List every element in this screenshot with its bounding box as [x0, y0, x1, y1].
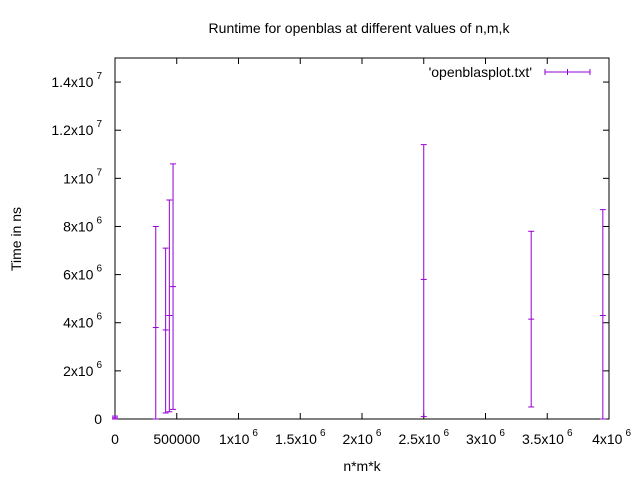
x-tick-label-base: 2x10	[343, 431, 374, 447]
y-tick-label-base: 4x10	[63, 315, 94, 331]
y-tick-label: 8x10 6	[63, 215, 102, 234]
y-tick-label-exponent: 7	[96, 167, 102, 178]
x-tick-label-base: 500000	[153, 431, 200, 447]
x-tick-label-base: 1x10	[219, 431, 250, 447]
x-tick-label: 1x10 6	[219, 428, 258, 447]
x-tick-label: 4x10 6	[592, 428, 631, 447]
y-tick-label-exponent: 6	[96, 360, 102, 371]
x-tick-label-base: 3x10	[466, 431, 497, 447]
y-tick-label-exponent: 6	[96, 264, 102, 275]
x-tick-label-base: 4x10	[592, 431, 623, 447]
y-tick-label-exponent: 7	[96, 119, 102, 130]
y-tick-label: 4x10 6	[63, 312, 102, 331]
y-tick-label-exponent: 6	[96, 215, 102, 226]
data-point	[162, 247, 169, 414]
y-tick-label-exponent: 7	[96, 71, 102, 82]
data-point	[166, 199, 173, 413]
legend-label: 'openblasplot.txt'	[429, 64, 532, 80]
x-tick-label-exponent: 6	[376, 428, 382, 439]
data-point	[170, 163, 177, 410]
y-tick-label-exponent: 6	[96, 312, 102, 323]
x-tick-label-exponent: 6	[567, 428, 573, 439]
y-tick-label-base: 1x10	[63, 170, 94, 186]
y-tick-label: 2x10 6	[63, 360, 102, 379]
x-tick-label: 1.5x10 6	[275, 428, 326, 447]
y-tick-label: 1.2x10 7	[51, 119, 102, 138]
data-point	[420, 144, 427, 418]
x-tick-label: 2.5x10 6	[398, 428, 449, 447]
y-tick-label-base: 0	[94, 411, 102, 427]
data-series	[112, 144, 606, 420]
y-tick-label-base: 2x10	[63, 363, 94, 379]
data-point	[599, 209, 606, 420]
y-tick-label-base: 6x10	[63, 267, 94, 283]
x-tick-label-exponent: 6	[499, 428, 505, 439]
y-tick-label-base: 1.2x10	[51, 122, 93, 138]
x-tick-label-base: 2.5x10	[398, 431, 440, 447]
plot-frame	[114, 57, 610, 420]
legend: 'openblasplot.txt'	[429, 64, 591, 80]
y-axis-label: Time in ns	[8, 207, 24, 271]
x-tick-label: 500000	[153, 431, 200, 447]
x-tick-label-exponent: 6	[320, 428, 326, 439]
y-tick-label-base: 8x10	[63, 218, 94, 234]
y-tick-label: 1.4x10 7	[51, 71, 102, 90]
x-tick-label-exponent: 6	[252, 428, 258, 439]
x-tick-label-base: 0	[111, 431, 119, 447]
x-tick-label-base: 3.5x10	[522, 431, 564, 447]
x-tick-label: 3x10 6	[466, 428, 505, 447]
legend-errorbar-sample	[544, 69, 591, 75]
data-point	[152, 225, 159, 420]
y-tick-label: 1x10 7	[63, 167, 102, 186]
x-tick-label: 0	[111, 431, 119, 447]
x-tick-label: 2x10 6	[343, 428, 382, 447]
x-tick-label: 3.5x10 6	[522, 428, 573, 447]
y-tick-label: 6x10 6	[63, 264, 102, 283]
x-axis-label: n*m*k	[343, 458, 381, 474]
x-tick-label-exponent: 6	[443, 428, 449, 439]
chart-title: Runtime for openblas at different values…	[209, 20, 511, 36]
y-tick-label-base: 1.4x10	[51, 74, 93, 90]
data-point	[112, 415, 118, 420]
x-tick-label-exponent: 6	[625, 428, 631, 439]
x-axis-ticks: 0 500000 1x10 6 1.5x10 6 2x10 6 2.5x10 6 3x10 6 3.5x…	[111, 58, 631, 447]
y-tick-label: 0	[94, 411, 102, 427]
x-tick-label-base: 1.5x10	[275, 431, 317, 447]
data-point	[528, 230, 535, 408]
